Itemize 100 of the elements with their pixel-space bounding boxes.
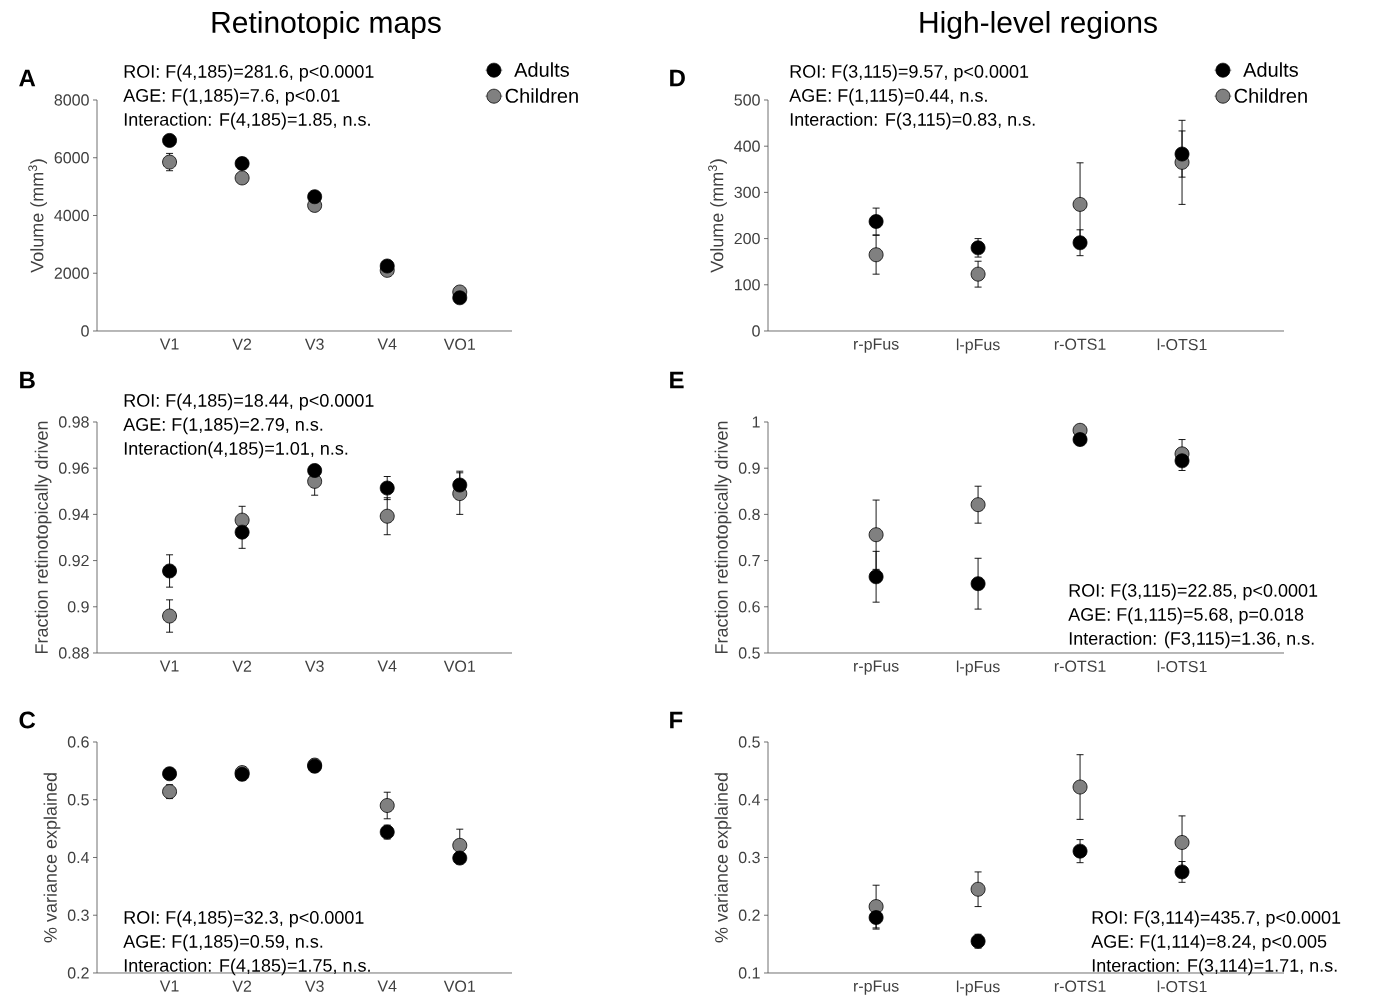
point [1072,779,1088,795]
point [307,463,323,478]
text: E [670,371,684,389]
y-tick-label: 0.3 [738,851,760,864]
point [1072,843,1088,859]
x-tick-label: r-pFus [854,660,899,675]
x-tick-label: V2 [232,660,252,672]
point [234,156,250,171]
annotation: ROI: F(4,185)=32.3, p<0.0001 [124,910,364,928]
y-tick-label: 1 [752,416,760,428]
text: B [20,371,35,389]
y-tick-label: 0.7 [738,554,760,567]
point [234,512,250,528]
annotation: ROI: F(3,115)=22.85, p<0.0001 [1069,583,1318,601]
point [162,563,177,579]
point [868,214,884,229]
text: ROI: F(4,185)=18.44, p<0.0001 [124,393,374,411]
point [970,933,986,949]
annotation: ROI: F(3,114)=435.7, p<0.0001 [1092,910,1341,928]
point [1174,864,1190,880]
y-tick-label: 0.92 [58,554,89,567]
point [1174,835,1190,850]
y-axis-title: Volume (mm$^{3}$) [708,159,727,273]
x-tick-label: VO1 [443,980,475,992]
text: C [19,711,36,729]
point [868,527,884,543]
y-tick-label: 2000 [54,267,89,279]
annotation: Interaction: F(4,185)=1.75, n.s. [124,958,370,976]
text: F [670,711,683,729]
y-tick-label: 8000 [54,94,89,106]
y-tick-label: 0 [81,325,89,337]
y-tick-label: 0.96 [58,462,89,474]
y-tick-label: 0.98 [58,416,89,428]
x-tick-label: V3 [304,338,324,350]
x-tick-label: r-OTS1 [1054,980,1106,992]
y-tick-label: 0.94 [58,508,89,521]
text: ROI: F(3,115)=9.57, p<0.0001 [790,64,1029,82]
y-tick-label: 100 [735,279,760,291]
point [452,477,468,493]
point [307,189,323,205]
y-axis-title: Fraction retinotopically driven [714,421,732,654]
y-tick-label: 0.88 [58,647,89,659]
x-tick-label: r-OTS1 [1054,660,1106,672]
y-tick-label: 0.2 [738,909,760,921]
annotation: AGE: F(1,115)=5.68, p=0.018 [1068,607,1304,625]
point [379,258,395,274]
point [162,608,177,624]
point [868,569,884,585]
text: A [19,69,36,87]
x-tick-label: l-OTS1 [1157,980,1207,993]
point [868,910,884,925]
y-tick-label: 200 [734,232,760,245]
y-tick-label: 0.5 [738,647,760,659]
y-tick-label: 0.4 [738,794,760,806]
y-tick-label: 400 [734,140,760,152]
y-tick-label: 0.5 [67,794,89,806]
y-tick-label: 0.4 [67,851,89,864]
y-axis-title: Fraction retinotopically driven [34,421,52,654]
y-tick-label: 0.5 [738,736,760,748]
legend-label: Children [1234,88,1307,103]
y-axis-title: Volume (mm$^{3}$) [28,159,48,273]
chart-title: High-level regions [920,11,1157,39]
annotation: Interaction: (F3,115)=1.36, n.s. [1069,631,1314,649]
annotation: Interaction: F(3,115)=0.83, n.s. [790,112,1035,130]
x-tick-label: l-OTS1 [1157,660,1207,673]
point [970,266,986,282]
x-tick-label: r-pFus [854,338,899,353]
annotation: AGE: F(1,185)=0.59, n.s. [123,934,323,952]
y-tick-label: 0.1 [738,967,760,979]
annotation: AGE: F(1,115)=0.44, n.s. [789,88,987,106]
point [1072,432,1088,447]
y-axis-title: % variance explained [714,773,732,943]
annotation: Interaction: F(4,185)=1.85, n.s. [124,112,370,130]
x-tick-label: V2 [232,338,252,350]
y-tick-label: 0.3 [67,909,89,921]
x-tick-label: r-pFus [854,980,899,995]
point [234,170,250,186]
text: ROI: F(4,185)=281.6, p<0.0001 [124,64,374,82]
x-tick-label: VO1 [443,660,475,672]
point [452,290,468,306]
legend-label: Children [505,88,578,103]
point [234,524,250,540]
point [1174,453,1190,469]
chart-title: Retinotopic maps [212,11,441,39]
y-tick-label: 0 [752,325,760,337]
point [970,240,986,256]
y-tick-label: 0.8 [738,508,760,521]
x-tick-label: V4 [377,338,397,350]
annotation: AGE: F(1,114)=8.24, p<0.005 [1091,934,1327,952]
y-tick-label: 0.9 [738,462,760,474]
y-tick-label: 0.6 [67,736,89,748]
x-tick-label: V1 [159,338,179,350]
y-tick-label: 6000 [54,152,89,164]
annotation: AGE: F(1,185)=7.6, p<0.01 [123,88,340,106]
x-tick-label: V4 [377,980,397,992]
point [1072,197,1088,212]
y-tick-label: 300 [734,186,760,199]
y-axis-title: % variance explained [43,773,61,943]
x-tick-label: l-pFus [956,660,1000,676]
annotation: Interaction(4,185)=1.01, n.s. [124,441,348,459]
